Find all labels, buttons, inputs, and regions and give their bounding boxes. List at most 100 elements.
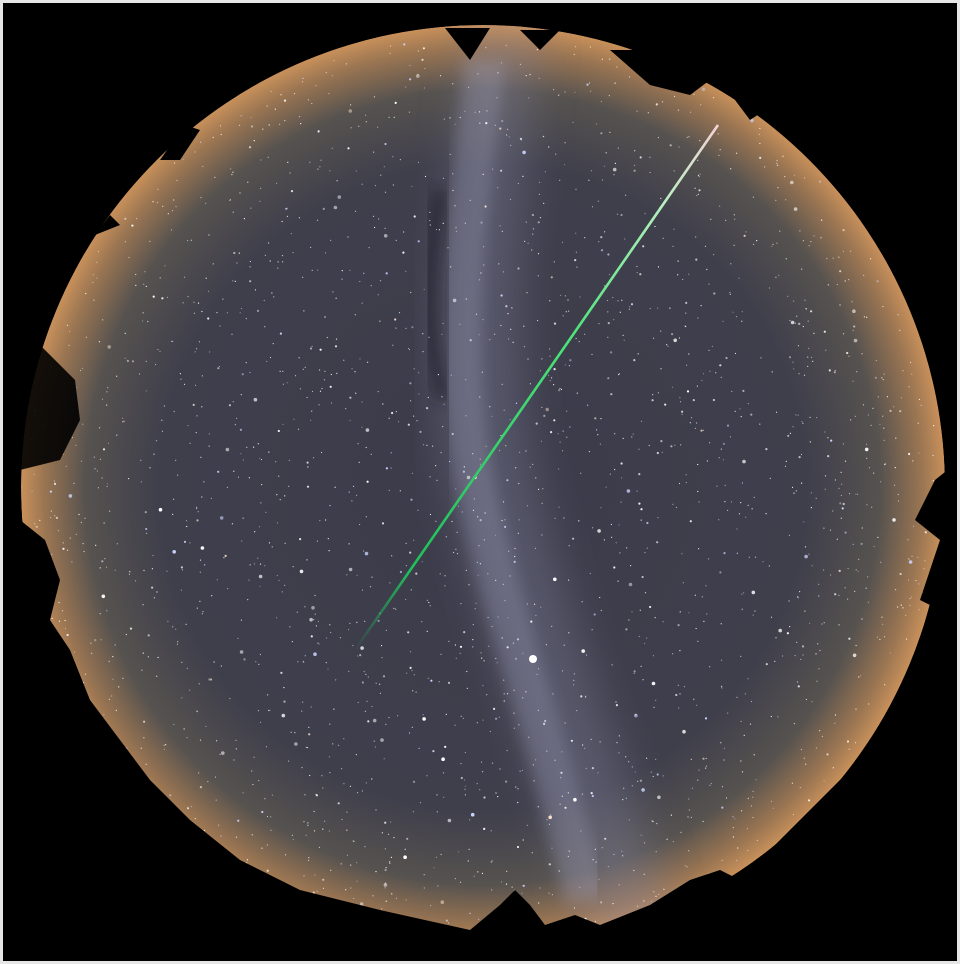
star: [181, 566, 183, 568]
star: [517, 638, 519, 640]
star: [841, 518, 842, 519]
star: [106, 610, 107, 611]
star: [744, 235, 746, 237]
star: [549, 863, 551, 865]
star: [637, 111, 638, 112]
star: [58, 530, 59, 531]
star: [219, 325, 220, 326]
star: [697, 386, 698, 387]
star: [323, 208, 325, 210]
star: [463, 631, 465, 633]
star: [175, 629, 176, 630]
star: [601, 101, 602, 102]
star: [107, 387, 108, 388]
star: [359, 462, 360, 463]
star: [501, 62, 502, 63]
star: [376, 683, 377, 684]
star: [855, 494, 856, 495]
star: [682, 414, 683, 415]
star: [394, 117, 395, 118]
star: [152, 568, 153, 569]
star: [824, 431, 825, 432]
star: [457, 553, 458, 554]
star: [597, 529, 601, 533]
star: [306, 747, 307, 748]
star: [450, 266, 451, 267]
star: [753, 197, 754, 198]
star: [235, 424, 236, 425]
star: [396, 411, 397, 412]
star: [526, 222, 527, 223]
star: [341, 768, 342, 769]
star: [196, 711, 197, 712]
star: [157, 349, 158, 350]
star: [276, 183, 277, 184]
star: [637, 491, 638, 492]
star: [330, 240, 331, 241]
star: [54, 480, 55, 481]
star: [688, 353, 689, 354]
star: [530, 383, 531, 384]
star: [650, 308, 651, 309]
star: [662, 452, 663, 453]
star: [845, 587, 846, 588]
star: [612, 664, 613, 665]
star: [144, 271, 145, 272]
star: [251, 770, 252, 771]
star: [705, 585, 706, 586]
star: [226, 448, 230, 452]
star: [520, 138, 522, 140]
star: [320, 349, 322, 351]
star: [564, 645, 565, 646]
star: [398, 421, 399, 422]
star: [358, 702, 359, 703]
star: [586, 654, 587, 655]
star: [519, 519, 520, 520]
star: [207, 781, 208, 782]
star: [409, 382, 411, 384]
star: [97, 470, 98, 471]
star: [495, 718, 497, 720]
star: [784, 176, 785, 177]
star: [293, 566, 294, 567]
star: [309, 162, 310, 163]
star: [349, 397, 351, 399]
star: [421, 59, 423, 61]
star: [478, 575, 479, 576]
star: [117, 543, 118, 544]
star: [774, 661, 775, 662]
star: [313, 652, 317, 656]
star: [318, 130, 320, 132]
star: [284, 495, 285, 496]
star: [297, 661, 298, 662]
star: [540, 217, 541, 218]
star: [563, 431, 564, 432]
star: [465, 786, 466, 787]
star: [220, 125, 221, 126]
star: [824, 780, 825, 781]
star: [651, 901, 652, 902]
star: [502, 231, 503, 232]
star: [670, 144, 672, 146]
star: [462, 511, 463, 512]
star: [730, 436, 731, 437]
star: [699, 501, 700, 502]
star: [568, 580, 569, 581]
star: [555, 154, 556, 155]
star: [319, 404, 320, 405]
star: [304, 794, 305, 795]
star: [592, 206, 593, 207]
star: [479, 111, 480, 112]
star: [721, 807, 723, 809]
star: [569, 851, 570, 852]
star: [835, 370, 836, 371]
star: [478, 919, 479, 920]
star: [309, 775, 310, 776]
star: [255, 661, 256, 662]
star: [548, 893, 549, 894]
star: [261, 848, 262, 849]
star: [861, 618, 862, 619]
star: [582, 744, 583, 745]
star: [787, 296, 788, 297]
star: [261, 484, 262, 485]
